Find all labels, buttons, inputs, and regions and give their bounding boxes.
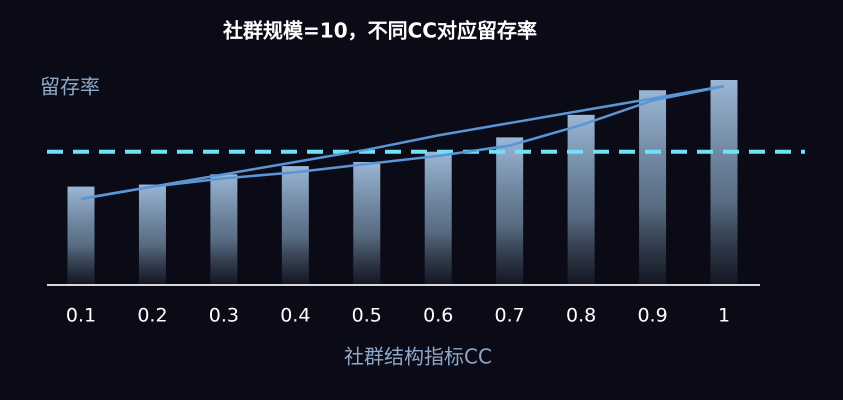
x-tick-label: 0.8 [566, 305, 596, 327]
x-tick-label: 1 [718, 305, 730, 327]
bar [567, 114, 595, 285]
x-tick-label: 0.5 [352, 305, 382, 327]
bar [67, 186, 95, 285]
bar [353, 162, 381, 285]
x-tick-label: 0.9 [637, 305, 667, 327]
bar [496, 137, 524, 285]
bar [281, 166, 309, 285]
x-tick-label: 0.2 [137, 305, 167, 327]
bar [639, 90, 667, 285]
x-tick-label: 0.3 [209, 305, 239, 327]
chart-title: 社群规模=10，不同CC对应留存率 [222, 19, 537, 43]
x-axis-label: 社群结构指标CC [344, 345, 492, 369]
bar [138, 184, 166, 285]
x-tick-label: 0.7 [495, 305, 525, 327]
bar [424, 151, 452, 285]
line-series [80, 84, 725, 201]
x-tick-label: 0.1 [66, 305, 96, 327]
x-tick-label: 0.6 [423, 305, 453, 327]
bar [710, 80, 738, 285]
bar [210, 174, 238, 285]
y-axis-label: 留存率 [40, 75, 100, 99]
line-series [80, 84, 725, 201]
x-tick-label: 0.4 [280, 305, 310, 327]
